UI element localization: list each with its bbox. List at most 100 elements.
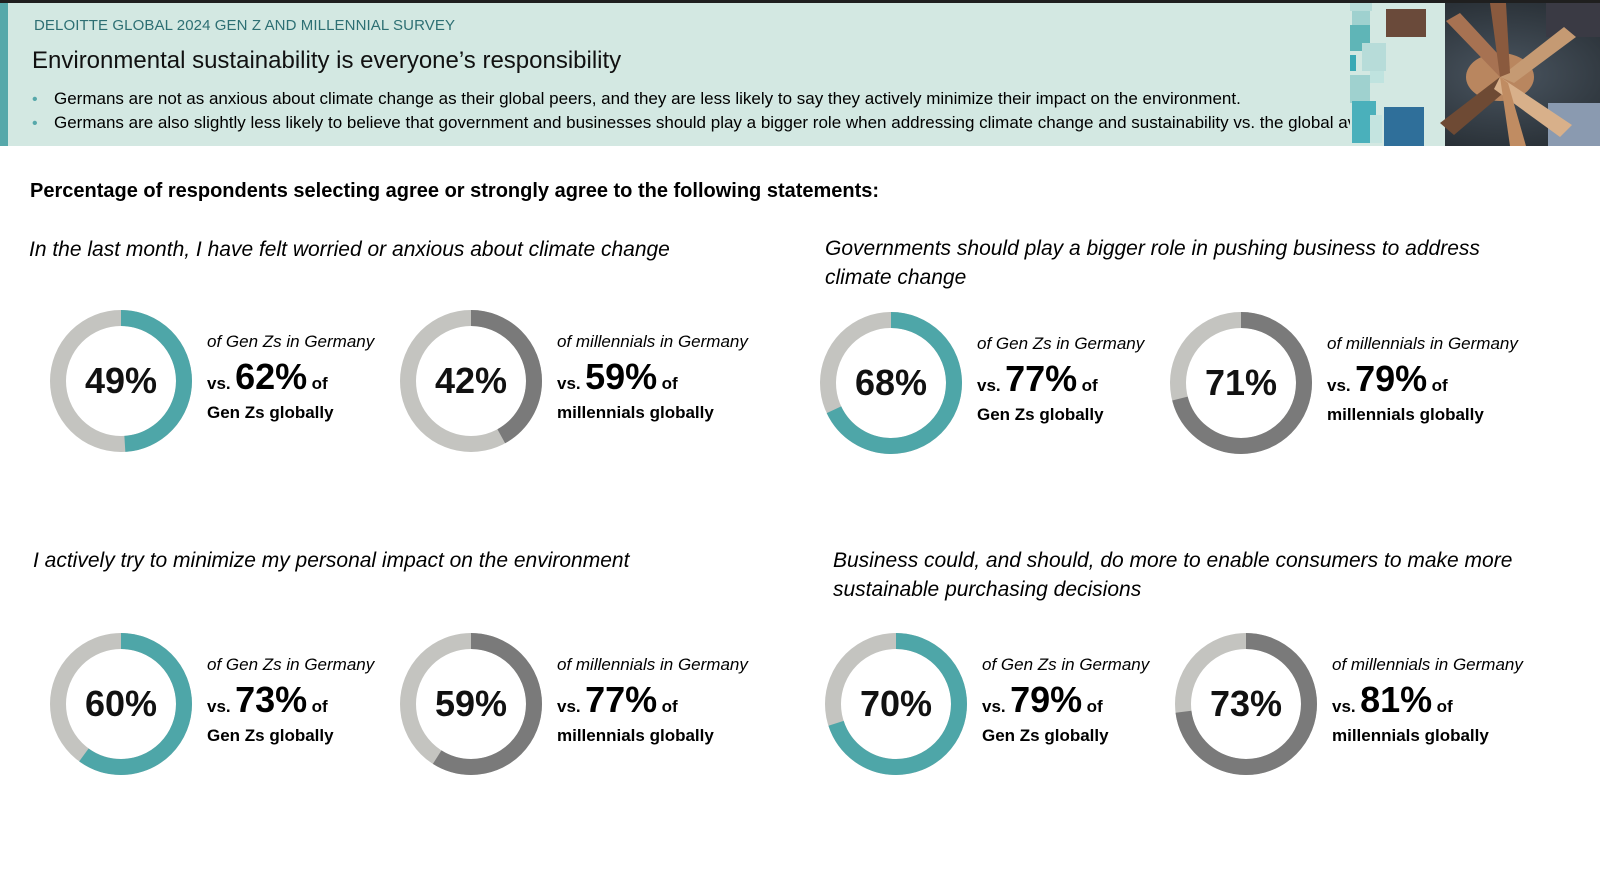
donut-chart: 49% [46,306,196,456]
global-group-label: Gen Zs globally [207,726,334,745]
donut-value-label: 49% [84,360,158,401]
donut-value-arc [1170,312,1312,454]
donut-value-label: 42% [434,360,508,401]
panel-statement-business-consumers: Business could, and should, do more to e… [833,549,1513,601]
donut-value-arc [400,633,542,775]
donut-value-arc [50,633,192,775]
global-value: 77% [1005,358,1078,399]
donut-value-label: 73% [1209,683,1283,724]
global-group-label: Gen Zs globally [977,405,1104,424]
global-value: 79% [1010,679,1083,720]
of-label: of [661,697,678,716]
donut-ring [1170,312,1312,454]
vs-label: vs. [557,374,581,393]
global-group-label: millennials globally [557,726,714,745]
donut-value-arc [825,633,967,775]
header-accent-bar [0,3,8,146]
vs-label: vs. [982,697,1006,716]
global-group-label: Gen Zs globally [207,403,334,422]
global-group-label: Gen Zs globally [982,726,1109,745]
vs-label: vs. [977,376,1001,395]
global-comparison: vs. 79% of [982,679,1103,721]
of-label: of [1431,376,1448,395]
stat-card-genz: 70% of Gen Zs in Germany vs. 79% of Gen … [821,629,1181,779]
vs-label: vs. [1327,376,1351,395]
donut-value-arc [50,310,192,452]
of-label: of [311,697,328,716]
summary-bullet: • Germans are also slightly less likely t… [32,111,1404,135]
donut-value-label: 70% [859,683,933,724]
global-value: 59% [585,356,658,397]
donut-ring [400,633,542,775]
global-comparison: vs. 73% of [207,679,328,721]
context-label: of Gen Zs in Germany [207,332,375,351]
summary-bullet: • Germans are not as anxious about climat… [32,87,1404,111]
context-label: of Gen Zs in Germany [977,334,1145,353]
of-label: of [1081,376,1098,395]
global-comparison: vs. 77% of [557,679,678,721]
context-label: of Gen Zs in Germany [207,655,375,674]
donut-ring [400,310,542,452]
vs-label: vs. [207,697,231,716]
donut-chart: 59% [396,629,546,779]
context-label: of millennials in Germany [557,332,748,351]
survey-kicker: DELOITTE GLOBAL 2024 GEN Z AND MILLENNIA… [34,17,456,34]
global-value: 81% [1360,679,1433,720]
chart-heading: Percentage of respondents selecting agre… [30,180,880,202]
of-label: of [1086,697,1103,716]
donut-value-label: 68% [854,362,928,403]
donut-value-arc [820,312,962,454]
global-comparison: vs. 79% of [1327,358,1448,400]
stat-card-millennial: 73% of millennials in Germany vs. 81% of… [1171,629,1531,779]
donut-value-label: 71% [1204,362,1278,403]
vs-label: vs. [207,374,231,393]
donut-chart: 68% [816,308,966,458]
vs-label: vs. [1332,697,1356,716]
panel-statement-climate-anxiety: In the last month, I have felt worried o… [29,238,670,261]
donut-value-arc [400,310,542,452]
donut-ring [825,633,967,775]
donut-chart: 60% [46,629,196,779]
header-photo-hands [1350,3,1600,146]
of-label: of [661,374,678,393]
stat-card-millennial: 42% of millennials in Germany vs. 59% of… [396,306,756,456]
donut-ring [50,633,192,775]
top-border [0,0,1600,3]
global-value: 77% [585,679,658,720]
stat-card-genz: 60% of Gen Zs in Germany vs. 73% of Gen … [46,629,406,779]
global-comparison: vs. 59% of [557,356,678,398]
context-label: of millennials in Germany [1332,655,1523,674]
global-value: 79% [1355,358,1428,399]
global-group-label: millennials globally [1327,405,1484,424]
page-title: Environmental sustainability is everyone… [32,47,622,74]
bullet-dot-icon: • [32,115,38,132]
context-label: of Gen Zs in Germany [982,655,1150,674]
donut-value-label: 60% [84,683,158,724]
header-banner: DELOITTE GLOBAL 2024 GEN Z AND MILLENNIA… [0,3,1600,146]
global-group-label: millennials globally [1332,726,1489,745]
global-comparison: vs. 62% of [207,356,328,398]
donut-chart: 42% [396,306,546,456]
of-label: of [311,374,328,393]
donut-ring [50,310,192,452]
donut-chart: 70% [821,629,971,779]
global-value: 62% [235,356,308,397]
summary-bullets: • Germans are not as anxious about climat… [32,87,1404,135]
donut-chart: 71% [1166,308,1316,458]
global-value: 73% [235,679,308,720]
stat-card-millennial: 71% of millennials in Germany vs. 79% of… [1166,308,1526,458]
donut-value-arc [1175,633,1317,775]
of-label: of [1436,697,1453,716]
bullet-text: Germans are also slightly less likely to… [54,113,1405,132]
stat-card-millennial: 59% of millennials in Germany vs. 77% of… [396,629,756,779]
stat-card-genz: 68% of Gen Zs in Germany vs. 77% of Gen … [816,308,1176,458]
stat-card-genz: 49% of Gen Zs in Germany vs. 62% of Gen … [46,306,406,456]
context-label: of millennials in Germany [1327,334,1518,353]
global-comparison: vs. 77% of [977,358,1098,400]
global-comparison: vs. 81% of [1332,679,1453,721]
panel-statement-government-role: Governments should play a bigger role in… [825,237,1480,289]
bullet-text: Germans are not as anxious about climate… [54,89,1241,108]
global-group-label: millennials globally [557,403,714,422]
bullet-dot-icon: • [32,91,38,108]
donut-value-label: 59% [434,683,508,724]
